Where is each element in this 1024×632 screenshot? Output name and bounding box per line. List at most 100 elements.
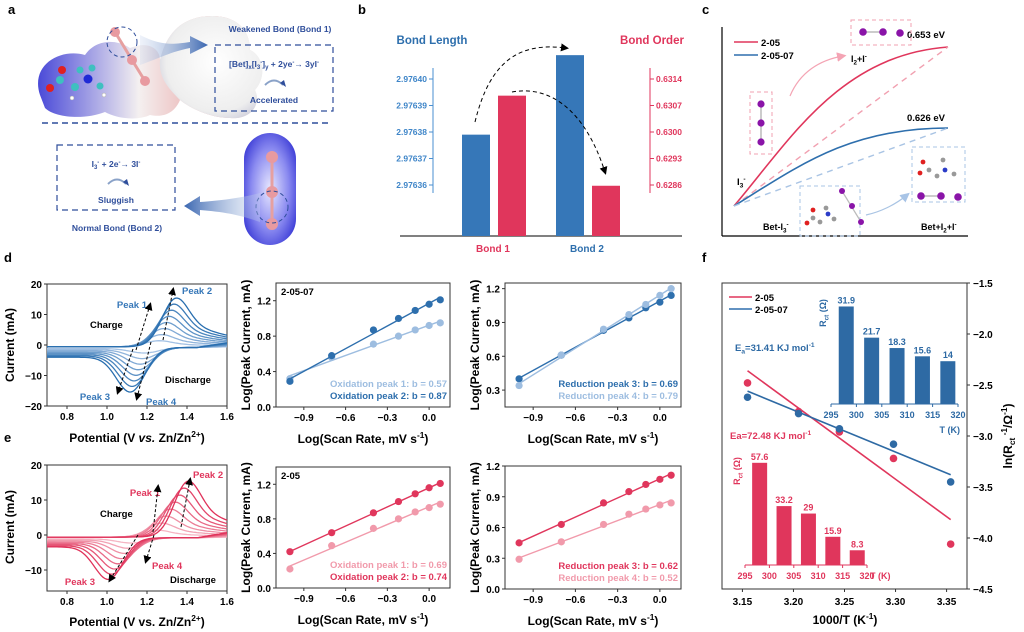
y-tick-label: 0.9 <box>486 318 500 329</box>
panel-label-c: c <box>702 2 709 17</box>
y-tick-label: 0.8 <box>257 515 271 526</box>
x-tick-label: −0.9 <box>523 413 543 424</box>
data-point <box>328 352 336 360</box>
data-point <box>425 484 433 492</box>
betaine-triiodide-molecule <box>38 15 263 119</box>
atom <box>926 167 932 173</box>
plot-frame <box>275 282 451 408</box>
ea-20507: Ea=31.41 KJ mol-1 <box>735 342 815 355</box>
data-point <box>394 332 403 340</box>
inset-x-label: T (K) <box>870 571 891 581</box>
atom <box>817 219 823 225</box>
data-point <box>642 300 650 309</box>
data-point <box>743 379 752 387</box>
atom <box>917 170 923 176</box>
x-tick-label: −0.3 <box>377 594 397 605</box>
y-tick-label: 0.6 <box>486 352 500 363</box>
x-tick-label: −0.9 <box>523 595 543 606</box>
atom <box>810 207 816 213</box>
data-point <box>436 319 444 327</box>
atom <box>934 173 940 179</box>
bar-bond-order <box>498 95 526 237</box>
y-tick-label: 20 <box>31 461 43 472</box>
atom <box>825 211 831 217</box>
x-tick-label: 3.20 <box>784 597 804 608</box>
barrier-20507: 0.626 eV <box>907 113 946 124</box>
data-point <box>394 314 403 323</box>
inset-bar-label: 15.6 <box>914 345 932 355</box>
iodine-atom <box>757 119 765 127</box>
data-point <box>667 471 675 479</box>
inset-bar-label: 8.3 <box>851 539 864 549</box>
data-point <box>656 475 664 483</box>
data-point <box>286 548 294 556</box>
barrier-205: 0.653 eV <box>907 30 946 41</box>
x-axis-label: 1000/T (K-1) <box>813 611 878 627</box>
iodine-atom <box>937 192 945 200</box>
right-tick-label: 0.6293 <box>656 154 682 164</box>
data-point <box>411 508 419 516</box>
inset-bar-label: 33.2 <box>775 495 793 505</box>
x-tick-label: 1.2 <box>140 412 154 423</box>
accelerated-label: Accelerated <box>250 95 298 105</box>
iodine-atom <box>858 219 864 225</box>
discharge-label: Discharge <box>170 575 216 586</box>
inset-x-tick-label: 295 <box>823 410 838 420</box>
series-label: Reduction peak 4: b = 0.52 <box>558 573 678 584</box>
data-point <box>667 291 675 299</box>
y-tick-label: 0.8 <box>257 332 271 343</box>
data-point <box>557 538 565 546</box>
i2-box <box>850 19 912 46</box>
curve-20507 <box>733 127 949 207</box>
legend-label: 2-05 <box>761 38 781 49</box>
atom <box>804 220 810 226</box>
peak-2-label: Peak 2 <box>193 470 223 481</box>
series-label: Oxidation peak 1: b = 0.69 <box>330 560 447 571</box>
trend-arrow-order <box>511 90 608 175</box>
x-tick-label: −0.6 <box>566 413 586 424</box>
data-point <box>656 291 664 299</box>
curved-arrow-icon <box>264 79 284 86</box>
atom <box>940 157 946 163</box>
data-point <box>835 425 844 433</box>
cv-curve-cathodic <box>47 531 228 581</box>
x-tick-label: −0.6 <box>566 595 586 606</box>
y-tick-label: 1.2 <box>486 462 500 473</box>
data-point <box>642 480 650 489</box>
y-tick-label: 0.0 <box>486 585 500 596</box>
x-tick-label: 0.0 <box>653 413 667 424</box>
y-tick-label: 0.4 <box>257 549 271 560</box>
label-i3: I3- <box>737 176 746 189</box>
data-point <box>369 524 378 532</box>
panel-label-d: d <box>4 250 12 265</box>
bar-bond-length <box>556 55 584 237</box>
inset-x-tick-label: 310 <box>811 571 826 581</box>
inset-bar-label: 21.7 <box>863 327 881 337</box>
i3-box <box>749 91 773 155</box>
y-tick-label: −3.5 <box>973 483 993 494</box>
data-point <box>743 393 752 402</box>
x-tick-label: −0.3 <box>377 413 397 424</box>
accelerated-box <box>214 44 334 112</box>
curve-205 <box>733 46 949 207</box>
iodine-atom <box>896 29 904 37</box>
inset-bar <box>800 513 816 565</box>
arrow-peak3 <box>108 534 139 583</box>
peak-4-label: Peak 4 <box>152 561 183 572</box>
data-point <box>411 326 419 334</box>
inset-x-tick-label: 315 <box>925 410 940 420</box>
y-tick-label: 1.2 <box>257 480 271 491</box>
category-label: Bond 2 <box>570 244 604 255</box>
y-tick-label: 0.4 <box>257 368 271 379</box>
x-tick-label: 0.8 <box>60 412 74 423</box>
y-tick-label: 0 <box>36 341 42 352</box>
triiodide-molecule <box>244 133 296 245</box>
y-tick-label: 20 <box>31 280 43 291</box>
panel-label-b: b <box>358 2 366 17</box>
peak-3-label: Peak 3 <box>80 392 110 403</box>
data-point <box>515 381 523 390</box>
y-tick-label: 10 <box>31 311 43 322</box>
iodine-atom <box>839 188 845 194</box>
data-point <box>667 285 675 293</box>
